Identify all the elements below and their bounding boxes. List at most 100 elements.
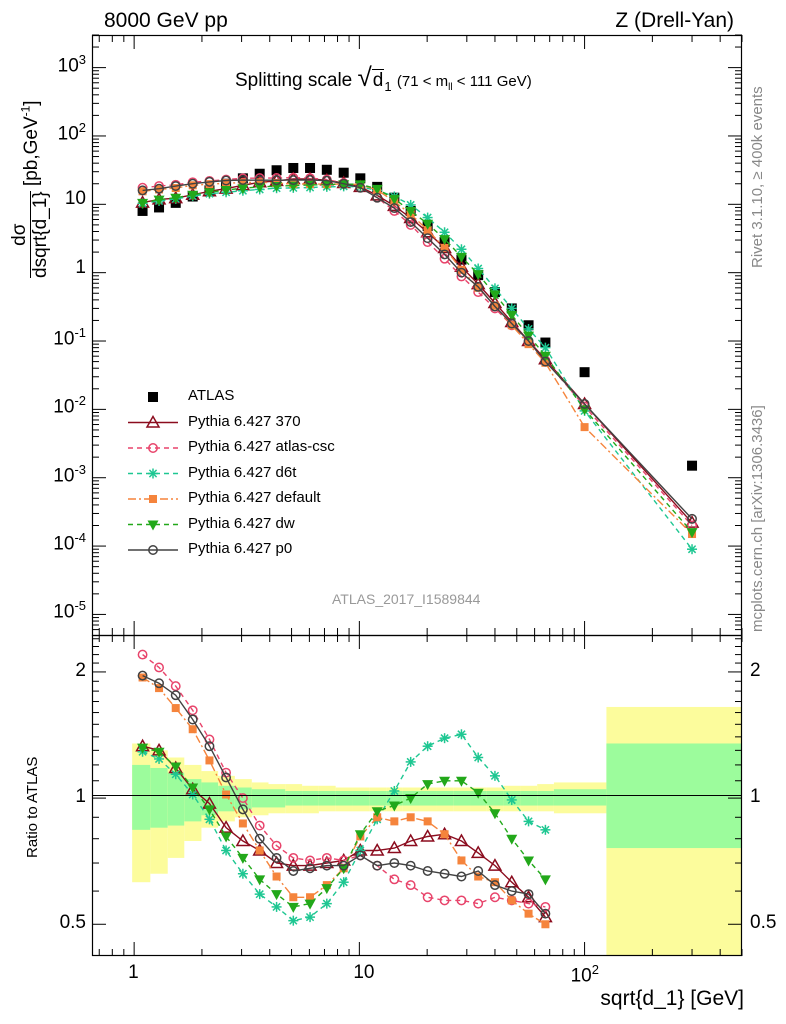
main-point-default [222, 179, 231, 188]
main-point-ATLAS [305, 162, 316, 173]
ratio-point-p0 [456, 871, 467, 882]
ratio-point-atlas_csc [288, 852, 299, 863]
main-point-default [188, 181, 197, 190]
main-point-d6t [687, 544, 698, 555]
ratio-point-atlas_csc [271, 840, 282, 851]
ratio-point-p0 [490, 880, 500, 891]
ratio-point-dw [489, 809, 501, 820]
ratio-point-default [440, 830, 449, 839]
ratio-point-p370 [470, 845, 486, 859]
band-inner-bin [268, 789, 286, 808]
ratio-line-p0 [142, 674, 546, 915]
main-point-default [580, 423, 589, 432]
ratio-point-d6t [405, 756, 416, 767]
ratio-point-dw [354, 830, 366, 841]
ratio-point-p0 [237, 804, 248, 815]
main-point-dw [405, 206, 417, 217]
ratio-point-d6t [254, 889, 265, 900]
main-point-p0 [221, 175, 232, 186]
ratio-point-p0 [271, 852, 282, 863]
main-point-p0 [355, 182, 366, 193]
main-point-p0 [540, 356, 551, 367]
ratio-point-default [238, 819, 247, 828]
legend-item-d6t [128, 468, 178, 479]
ratio-point-atlas_csc [422, 892, 433, 903]
main-point-p0 [321, 175, 332, 186]
legend-label-p370: Pythia 6.427 370 [188, 412, 301, 430]
main-point-dw [455, 252, 467, 263]
ratio-ytick-label: 2 [75, 659, 86, 681]
main-point-dw [271, 182, 283, 193]
legend-label-ATLAS: ATLAS [188, 387, 235, 404]
axis-ticks [92, 34, 743, 956]
legend-item-default [128, 495, 178, 503]
main-point-d6t [523, 323, 534, 334]
legend-marker-atlas_csc [148, 443, 158, 453]
ratio-point-default [255, 846, 264, 855]
ratio-point-default [188, 725, 197, 734]
main-point-p0 [271, 175, 282, 186]
chart-title: Splitting scale √d1 (71 < mll < 111 GeV) [235, 62, 532, 94]
band-inner-bin [167, 772, 185, 826]
ratio-point-dw [405, 794, 417, 805]
main-line-p0 [142, 179, 693, 520]
ratio-point-d6t [473, 752, 484, 763]
ratio-point-d6t [154, 753, 165, 764]
main-point-dw [489, 290, 501, 301]
legend-label-p0: Pythia 6.427 p0 [188, 540, 293, 557]
main-y-axis-label: dσ dsqrt{d_1} [pb,GeV-1] [9, 100, 51, 278]
ratio-point-atlas_csc [389, 874, 400, 885]
main-point-default [440, 243, 449, 252]
ratio-point-p370 [487, 858, 503, 871]
ratio-point-d6t [389, 785, 400, 796]
ratio-frame [91, 634, 743, 957]
main-ytick-label: 10-4 [53, 530, 86, 555]
main-point-dw [371, 184, 383, 195]
ratio-point-p370 [454, 833, 469, 847]
main-point-ATLAS [288, 162, 299, 173]
legend-item-atlas_csc [128, 443, 178, 453]
ratio-point-dw [539, 875, 551, 886]
main-point-p0 [288, 175, 299, 186]
ratio-point-default [406, 813, 415, 822]
ratio-series-p0 [137, 670, 551, 919]
band-inner-bin [352, 790, 370, 806]
ratio-point-d6t [523, 816, 534, 827]
main-point-dw [187, 190, 199, 201]
ratio-point-p0 [372, 860, 383, 871]
ratio-point-d6t [439, 733, 450, 744]
main-point-p0 [456, 267, 467, 278]
ratio-point-p0 [355, 850, 366, 861]
ylabel-numerator: dσ [9, 191, 31, 278]
ratio-point-dw [304, 899, 316, 910]
ratio-line-atlas_csc [142, 654, 546, 908]
ratio-point-default [474, 872, 483, 881]
ratio-ytick-label-right: 2 [750, 659, 761, 681]
ratio-point-dw [455, 776, 467, 787]
ratio-point-d6t [187, 789, 198, 800]
main-point-dw [439, 235, 451, 246]
band-inner-bin [453, 790, 471, 806]
main-point-ATLAS [355, 173, 366, 184]
main-point-default [255, 178, 264, 187]
ratio-y-axis-label: Ratio to ATLAS [24, 756, 41, 858]
ratio-point-p0 [506, 886, 517, 897]
main-line-default [142, 181, 693, 535]
ratio-point-dw [220, 832, 232, 843]
main-point-dw [237, 184, 249, 195]
ratio-point-d6t [456, 729, 467, 740]
legend-marker-ATLAS [148, 392, 158, 402]
ratio-point-p0 [439, 868, 450, 879]
main-point-default [138, 187, 147, 196]
ratio-point-p0 [523, 889, 534, 900]
header-process: Z (Drell-Yan) [615, 9, 734, 32]
main-point-default [457, 265, 466, 274]
ratio-point-d6t [288, 915, 299, 926]
main-point-p0 [439, 249, 450, 260]
ratio-point-default [507, 896, 516, 905]
ratio-point-default [222, 790, 231, 799]
legend-label-dw: Pythia 6.427 dw [188, 514, 295, 532]
main-point-dw [220, 185, 232, 196]
legend-item-dw [128, 520, 178, 531]
